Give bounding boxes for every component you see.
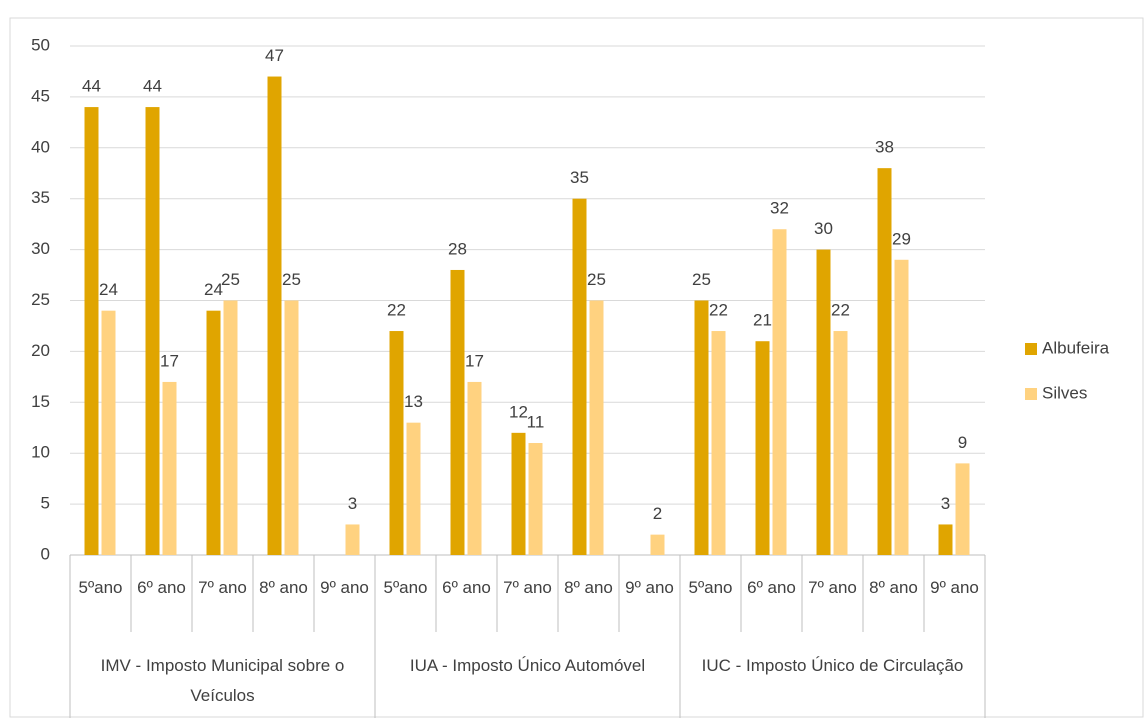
legend-swatch <box>1025 388 1037 400</box>
y-tick-label: 25 <box>31 290 50 309</box>
y-tick-label: 50 <box>31 35 50 54</box>
chart-border <box>9 17 1144 718</box>
data-label: 2 <box>653 504 662 523</box>
data-label: 22 <box>387 301 406 320</box>
data-label: 9 <box>958 433 967 452</box>
bar <box>162 381 177 555</box>
data-label: 44 <box>143 77 162 96</box>
bar <box>206 310 221 555</box>
data-label: 13 <box>404 392 423 411</box>
bar <box>389 331 404 555</box>
x-tick-label: 6º ano <box>442 578 491 597</box>
bar <box>267 76 282 555</box>
bar <box>528 443 543 555</box>
bar <box>284 300 299 555</box>
y-tick-label: 20 <box>31 341 50 360</box>
bar <box>938 524 953 555</box>
bar <box>572 198 587 555</box>
bar <box>450 269 465 555</box>
bar <box>467 381 482 555</box>
bar <box>955 463 970 555</box>
bar <box>711 331 726 555</box>
data-label: 44 <box>82 77 101 96</box>
bar <box>772 229 787 556</box>
bar <box>650 534 665 555</box>
x-tick-label: 8º ano <box>564 578 613 597</box>
x-tick-label: 9º ano <box>625 578 674 597</box>
data-label: 21 <box>753 311 772 330</box>
data-label: 24 <box>99 280 118 299</box>
bar <box>101 310 116 555</box>
x-tick-label: 9º ano <box>320 578 369 597</box>
legend-swatch <box>1025 343 1037 355</box>
y-tick-label: 45 <box>31 86 50 105</box>
bar <box>84 107 99 555</box>
legend-label: Albufeira <box>1042 338 1110 357</box>
data-label: 25 <box>692 270 711 289</box>
legend-label: Silves <box>1042 383 1087 402</box>
x-tick-label: 7º ano <box>198 578 247 597</box>
bar <box>145 107 160 555</box>
x-tick-label: 6º ano <box>137 578 186 597</box>
x-tick-label: 9º ano <box>930 578 979 597</box>
data-label: 38 <box>875 138 894 157</box>
bar <box>694 300 709 555</box>
y-tick-label: 15 <box>31 392 50 411</box>
data-label: 17 <box>160 351 179 370</box>
data-label: 25 <box>587 270 606 289</box>
y-tick-label: 10 <box>31 443 50 462</box>
bar <box>833 331 848 555</box>
x-tick-label: 7º ano <box>808 578 857 597</box>
group-label: IUC - Imposto Único de Circulação <box>701 656 964 675</box>
y-tick-label: 0 <box>41 544 50 563</box>
x-tick-label: 5ºano <box>688 578 733 597</box>
data-label: 17 <box>465 351 484 370</box>
data-label: 35 <box>570 168 589 187</box>
y-tick-label: 35 <box>31 188 50 207</box>
data-label: 3 <box>348 494 357 513</box>
bar <box>877 168 892 555</box>
x-tick-label: 8º ano <box>259 578 308 597</box>
bar <box>755 341 770 555</box>
y-tick-label: 40 <box>31 137 50 156</box>
group-label: IUA - Imposto Único Automóvel <box>409 656 646 675</box>
data-label: 28 <box>448 239 467 258</box>
x-tick-label: 8º ano <box>869 578 918 597</box>
data-label: 25 <box>221 270 240 289</box>
bar <box>223 300 238 555</box>
data-label: 25 <box>282 270 301 289</box>
data-label: 24 <box>204 280 223 299</box>
data-label: 47 <box>265 46 284 65</box>
bar <box>894 259 909 555</box>
bar <box>345 524 360 555</box>
data-label: 32 <box>770 199 789 218</box>
bar <box>406 422 421 555</box>
data-label: 30 <box>814 219 833 238</box>
data-label: 22 <box>709 301 728 320</box>
group-label: IMV - Imposto Municipal sobre o Veículos <box>100 656 345 705</box>
x-tick-label: 6º ano <box>747 578 796 597</box>
x-tick-label: 7º ano <box>503 578 552 597</box>
y-tick-label: 30 <box>31 239 50 258</box>
data-label: 29 <box>892 229 911 248</box>
data-label: 22 <box>831 301 850 320</box>
bar <box>816 249 831 555</box>
x-tick-label: 5ºano <box>383 578 428 597</box>
data-label: 12 <box>509 402 528 421</box>
x-tick-label: 5ºano <box>78 578 123 597</box>
data-label: 11 <box>527 413 545 432</box>
data-label: 3 <box>941 494 950 513</box>
bar <box>511 432 526 555</box>
bar <box>589 300 604 555</box>
y-tick-label: 5 <box>41 494 50 513</box>
